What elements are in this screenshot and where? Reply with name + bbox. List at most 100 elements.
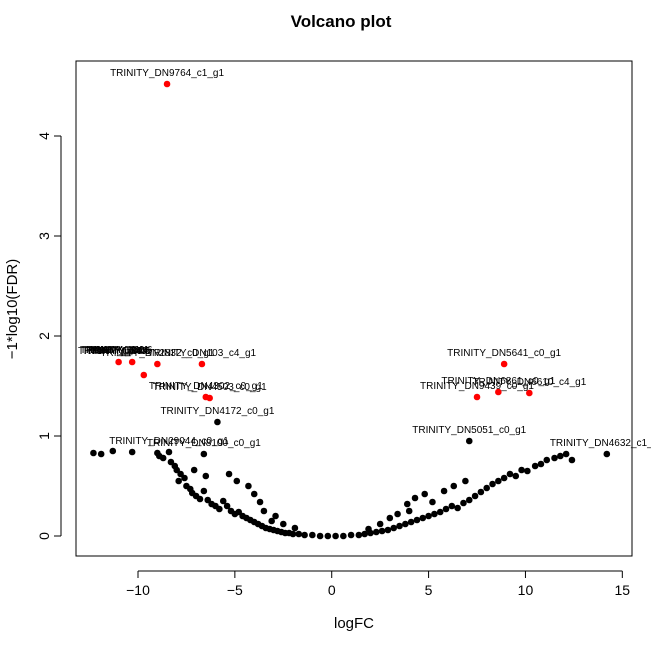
data-point [483, 484, 491, 492]
y-tick-label: 3 [36, 232, 52, 240]
point-label: TRINITY_DN2832_c0_g1 [100, 348, 214, 359]
point-label: TRINITY_DN29044_c0_g1 [109, 436, 229, 447]
data-point [340, 532, 347, 540]
y-tick-label: 2 [36, 332, 52, 340]
overlapping-label: TRINITY_DN2 [80, 345, 145, 356]
data-point [562, 450, 570, 458]
data-point [512, 472, 520, 480]
point-label: TRINITY_DN4503_c0_g1 [153, 382, 267, 393]
data-point [460, 499, 467, 507]
data-point [454, 504, 461, 512]
overlapping-label: TRINITY_DN5 [86, 346, 151, 357]
plot-frame [75, 60, 633, 557]
data-point [128, 448, 136, 456]
data-point [557, 452, 564, 460]
significant-point [526, 389, 533, 397]
data-point [196, 495, 204, 503]
data-point [225, 470, 233, 478]
data-point [442, 505, 450, 513]
data-point [165, 448, 173, 456]
data-point [190, 466, 198, 474]
data-point [524, 467, 531, 475]
data-point [372, 528, 380, 536]
data-point [289, 530, 297, 538]
data-point [219, 497, 227, 505]
data-point [465, 496, 473, 504]
data-point [260, 507, 268, 515]
data-point [159, 454, 167, 462]
data-point [355, 531, 363, 539]
significant-point [473, 393, 481, 401]
data-point [347, 531, 355, 539]
gene-labels: TRINITY_DN9764_c1_g1TRINITY_DN1TRINITY_D… [78, 68, 651, 449]
data-point [436, 508, 444, 516]
significant-point [500, 360, 508, 368]
data-point [551, 454, 558, 462]
significant-point [495, 388, 502, 396]
significant-point [154, 360, 161, 368]
point-label: TRINITY_DN8100_c0_g1 [147, 438, 261, 449]
data-point [376, 520, 384, 528]
point-label: TRINITY_DN103_c4_g1 [148, 348, 257, 359]
significant-point [163, 80, 171, 88]
point-label: TRINITY_DN6861_c0_g1 [441, 376, 555, 387]
data-point [531, 462, 539, 470]
data-point [448, 502, 456, 510]
data-point [421, 490, 429, 498]
x-tick-label: −5 [227, 582, 243, 598]
data-point [405, 507, 413, 515]
point-label: TRINITY_DN5051_c0_g1 [412, 425, 526, 436]
x-axis-label: logFC [334, 615, 374, 632]
point-label: TRINITY_DN4172_c0_g1 [160, 406, 274, 417]
data-point [407, 518, 415, 526]
data-point [301, 531, 308, 539]
data-point [390, 524, 398, 532]
data-point [431, 510, 438, 518]
data-point [181, 474, 188, 482]
data-point [324, 532, 332, 540]
point-label: TRINITY_DN5641_c0_g1 [447, 348, 561, 359]
data-point [214, 418, 221, 426]
data-point [295, 530, 303, 538]
data-point [268, 517, 275, 525]
point-label: TRINITY_DN9439_c0_g1 [420, 381, 534, 392]
y-axis: 0 1 2 3 4 [36, 132, 62, 540]
point-label: TRINITY_DN4302_c0_g1 [149, 381, 263, 392]
x-tick-label: 10 [518, 582, 534, 598]
data-point [450, 482, 458, 490]
y-axis-label: −1*log10(FDR) [4, 259, 21, 359]
overlapping-label: TRINITY_DN6 [88, 345, 153, 356]
data-point [272, 512, 279, 520]
data-point [384, 526, 392, 534]
data-point [506, 470, 514, 478]
significant-points [115, 80, 533, 402]
data-point [200, 450, 208, 458]
data-point [419, 514, 427, 522]
point-label: TRINITY_DN6610_c4_g1 [472, 377, 586, 388]
x-tick-label: −10 [126, 582, 150, 598]
data-point [394, 510, 401, 518]
nonsignificant-points [90, 418, 611, 540]
data-point [411, 494, 419, 502]
data-point [518, 466, 525, 474]
overlapping-label: TRINITY_DN3 [82, 346, 147, 357]
data-point [402, 520, 409, 528]
y-tick-label: 4 [36, 132, 52, 140]
x-axis: −10 −5 0 5 10 15 [126, 570, 630, 598]
data-point [477, 488, 485, 496]
data-point [440, 487, 448, 495]
data-point [425, 512, 432, 520]
significant-point [198, 360, 206, 368]
overlapping-label: TRINITY_DN1 [78, 346, 143, 357]
data-point [537, 460, 545, 468]
data-point [543, 456, 551, 464]
data-point [500, 474, 508, 482]
x-tick-label: 0 [328, 582, 336, 598]
data-point [568, 456, 576, 464]
data-point [361, 530, 368, 538]
data-point [365, 525, 372, 533]
y-tick-label: 0 [36, 532, 52, 540]
data-point [386, 514, 394, 522]
